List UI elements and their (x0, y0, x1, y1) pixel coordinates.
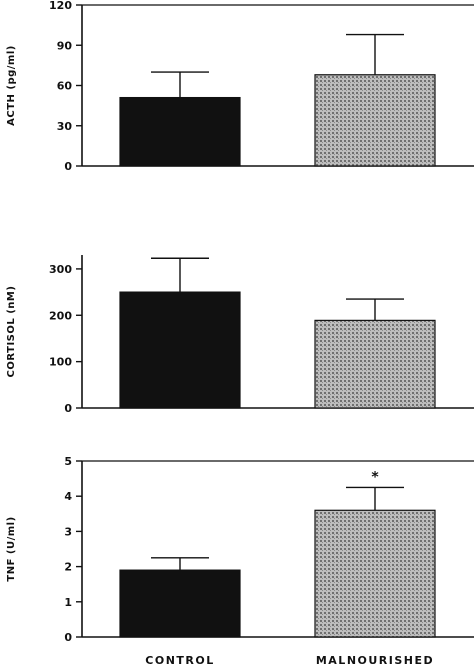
y-tick-label: 90 (57, 39, 73, 52)
x-label-control: CONTROL (145, 654, 214, 667)
y-tick-label: 3 (64, 525, 72, 538)
y-tick-label: 60 (57, 80, 73, 93)
chart-panel-1: 0 30 60 90 120 ACTH (pg/ml) (6, 0, 474, 173)
y-axis-label: TNF (U/ml) (6, 516, 17, 581)
y-tick-label: 0 (64, 402, 72, 415)
y-tick-label: 0 (64, 631, 72, 644)
chart-panel-3: 0 1 2 3 4 5 TNF (U/ml) * (6, 455, 474, 644)
y-tick-label: 120 (49, 0, 72, 12)
significance-annotation: * (371, 469, 379, 485)
bar-malnourished (314, 319, 436, 409)
bar-malnourished (314, 74, 436, 167)
y-tick-label: 1 (64, 596, 72, 609)
y-tick-label: 200 (49, 309, 72, 322)
y-tick-label: 100 (49, 356, 72, 369)
y-tick-label: 4 (64, 490, 72, 503)
bar-control (119, 96, 241, 167)
bar-malnourished (314, 509, 436, 638)
bar-control (119, 569, 241, 638)
y-axis-label: CORTISOL (nM) (6, 286, 17, 378)
chart-panel-2: 0 100 200 300 CORTISOL (nM) (6, 255, 474, 415)
y-tick-label: 30 (57, 120, 73, 133)
y-tick-label: 0 (64, 160, 72, 173)
y-tick-label: 300 (49, 263, 72, 276)
y-axis-label: ACTH (pg/ml) (6, 45, 17, 126)
x-label-malnourished: MALNOURISHED (316, 654, 434, 667)
y-tick-label: 5 (64, 455, 72, 468)
y-tick-label: 2 (64, 561, 72, 574)
bar-control (119, 291, 241, 409)
